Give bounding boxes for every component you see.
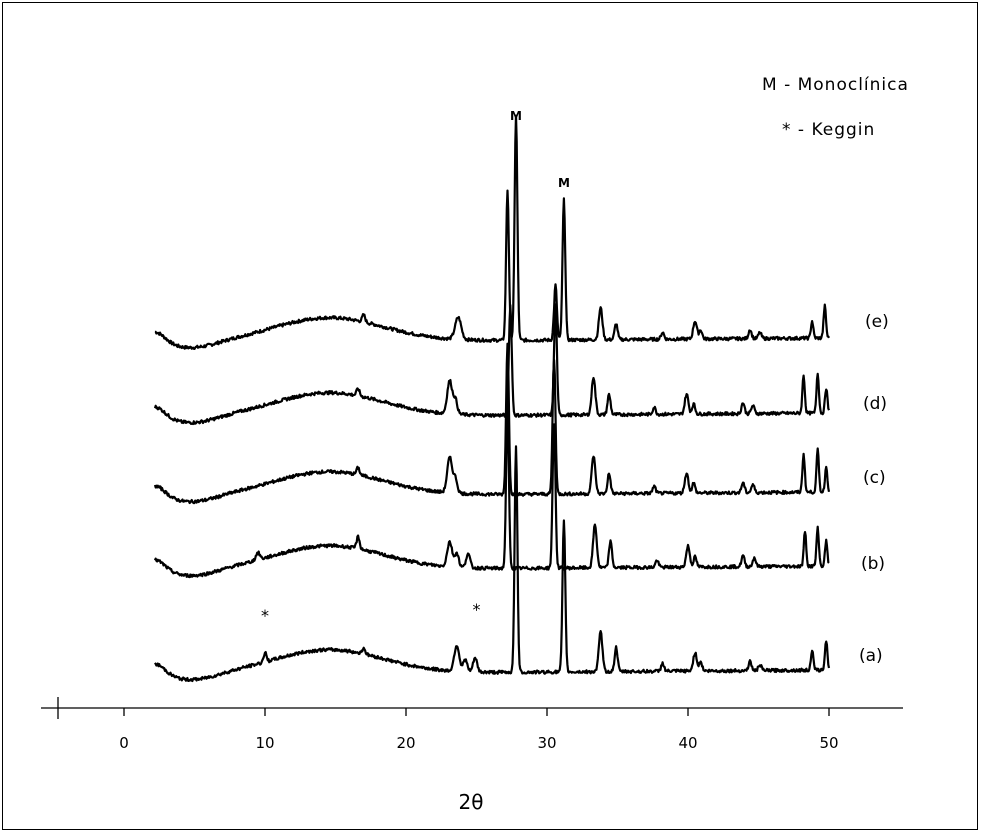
series-label: (e)	[865, 312, 889, 332]
peak-annotations: M M * *	[261, 109, 570, 625]
series-line-e	[154, 114, 830, 350]
series-line-a	[154, 445, 831, 683]
x-ticks: 0 10 20 30 40 50	[119, 708, 839, 752]
series-label: (c)	[863, 468, 886, 488]
series-label: (d)	[863, 394, 887, 414]
legend: M - Monoclínica * - Keggin	[762, 75, 909, 140]
legend-entry-keggin: * - Keggin	[782, 120, 875, 140]
legend-entry-monoclinica: M - Monoclínica	[762, 75, 909, 95]
xrd-chart: (e) (d) (c) (b) (a) M M * * M - Monoclínica * -…	[41, 75, 909, 814]
series-traces	[153, 114, 831, 683]
x-tick-label: 30	[537, 734, 556, 752]
peak-marker-star: *	[473, 600, 481, 619]
series-line-c	[153, 342, 831, 505]
peak-marker-m: M	[558, 176, 570, 190]
x-tick-label: 10	[255, 734, 274, 752]
peak-marker-m: M	[510, 109, 522, 123]
x-tick-label: 0	[119, 734, 129, 752]
series-labels: (e) (d) (c) (b) (a)	[859, 312, 889, 666]
peak-marker-star: *	[261, 606, 269, 625]
series-line-b	[153, 405, 830, 579]
x-tick-label: 20	[396, 734, 415, 752]
series-label: (a)	[859, 646, 883, 666]
x-axis-title: 2θ	[459, 790, 484, 814]
series-line-d	[153, 303, 831, 426]
series-label: (b)	[861, 554, 885, 574]
x-axis: 0 10 20 30 40 50	[41, 697, 903, 752]
x-tick-label: 40	[678, 734, 697, 752]
x-tick-label: 50	[819, 734, 838, 752]
